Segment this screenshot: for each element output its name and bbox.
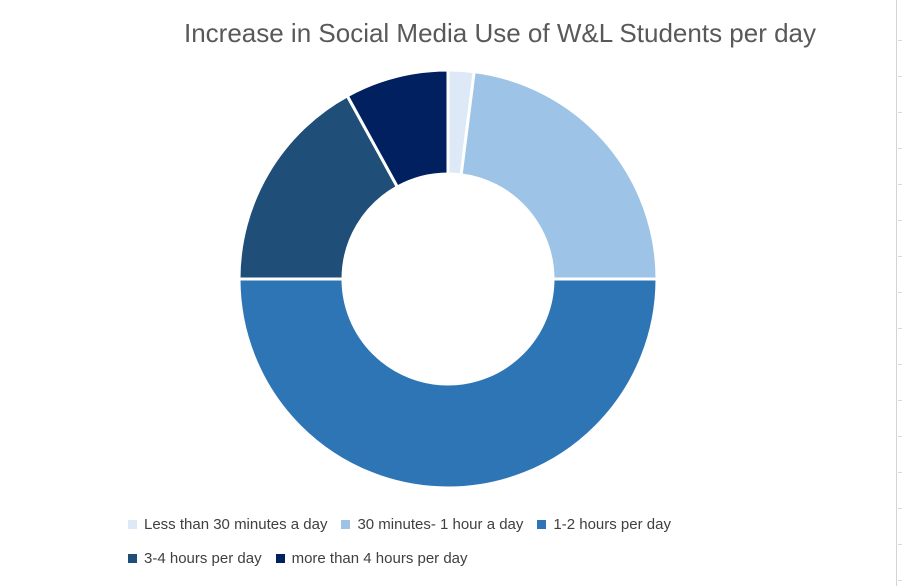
legend-swatch: [128, 554, 137, 563]
sheet-gridline: [898, 580, 902, 581]
donut-slice-3: [237, 277, 659, 490]
sheet-gridline: [898, 364, 902, 365]
sheet-gridline: [898, 40, 902, 41]
legend-label: 30 minutes- 1 hour a day: [357, 516, 524, 533]
sheet-border: [896, 0, 897, 586]
legend-item-less-than-30-min: Less than 30 minutes a day: [128, 516, 327, 533]
sheet-gridline: [898, 508, 902, 509]
chart-title: Increase in Social Media Use of W&L Stud…: [183, 18, 817, 48]
legend-label: 1-2 hours per day: [553, 516, 671, 533]
sheet-gridline: [898, 328, 902, 329]
legend-item-3-4-hours: 3-4 hours per day: [128, 550, 262, 567]
sheet-gridline: [898, 292, 902, 293]
sheet-gridline: [898, 220, 902, 221]
legend-label: 3-4 hours per day: [144, 550, 262, 567]
sheet-gridline: [898, 472, 902, 473]
legend-swatch: [537, 520, 547, 529]
legend-item-more-than-4-hours: more than 4 hours per day: [275, 550, 468, 567]
sheet-gridline: [898, 112, 902, 113]
donut-slice-2: [459, 69, 659, 281]
legend-item-1-2-hours: 1-2 hours per day: [537, 516, 671, 533]
sheet-gridline: [898, 256, 902, 257]
legend-row-2: 3-4 hours per day more than 4 hours per …: [128, 550, 482, 567]
legend-row-1: Less than 30 minutes a day 30 minutes- 1…: [128, 516, 685, 533]
sheet-gridline: [898, 400, 902, 401]
legend-label: more than 4 hours per day: [291, 550, 468, 567]
legend-swatch: [275, 554, 285, 563]
sheet-gridline: [898, 184, 902, 185]
sheet-gridline: [898, 544, 902, 545]
sheet-gridline: [898, 436, 902, 437]
sheet-gridline: [898, 76, 902, 77]
legend-label: Less than 30 minutes a day: [144, 516, 328, 533]
legend-swatch: [341, 520, 351, 529]
donut-slice-4: [237, 93, 400, 281]
legend-item-30-min-1-hour: 30 minutes- 1 hour a day: [341, 516, 523, 533]
legend-swatch: [128, 520, 137, 529]
sheet-gridline: [898, 148, 902, 149]
donut-slice-5: [345, 68, 450, 190]
